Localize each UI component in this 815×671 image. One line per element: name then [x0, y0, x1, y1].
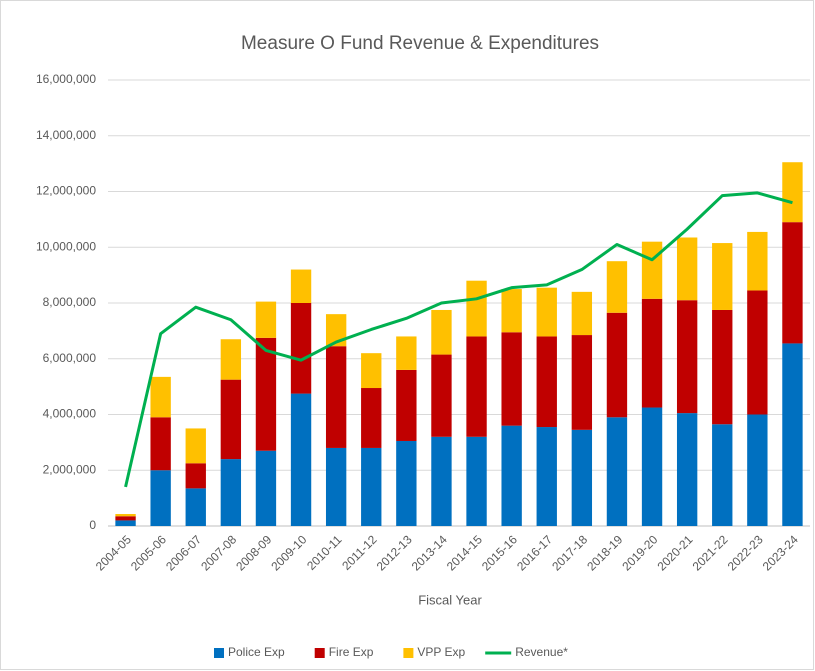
bar-segment [361, 447, 382, 526]
y-tick-label: 8,000,000 [43, 295, 97, 309]
bar-segment [641, 407, 663, 526]
chart-title: Measure O Fund Revenue & Expenditures [241, 33, 599, 54]
bar-segment [747, 414, 768, 526]
y-tick-label: 4,000,000 [43, 407, 97, 421]
bar-segment [571, 335, 593, 430]
legend-swatch [403, 648, 414, 658]
bar-segment [255, 337, 277, 451]
bar-segment [361, 388, 382, 448]
bar-segment [466, 436, 487, 526]
bar-segment [396, 440, 417, 526]
bar-segment [220, 339, 242, 380]
bar-segment [361, 353, 382, 389]
bar-segment [431, 436, 452, 526]
y-tick-label: 10,000,000 [36, 239, 96, 253]
bar-segment [396, 369, 417, 441]
bar-segment [150, 376, 171, 418]
bar-segment [290, 269, 312, 303]
y-tick-label: 14,000,000 [36, 128, 96, 142]
bar-segment [676, 237, 698, 301]
bar-segment [501, 425, 522, 526]
bar-segment [325, 447, 347, 526]
bar-segment [536, 287, 557, 337]
legend-label: VPP Exp [417, 645, 465, 659]
bar-segment [185, 428, 206, 464]
y-tick-label: 2,000,000 [43, 462, 97, 476]
bar-segment [115, 514, 136, 517]
legend-label: Fire Exp [329, 645, 374, 659]
bar-segment [536, 336, 557, 428]
bar-segment [606, 417, 628, 526]
y-tick-label: 6,000,000 [43, 351, 97, 365]
bar-segment [782, 222, 803, 344]
bar-segment [220, 459, 242, 526]
bar-segment [676, 413, 698, 526]
bar-segment [466, 336, 487, 437]
bar-segment [220, 379, 242, 460]
y-tick-label: 12,000,000 [36, 184, 96, 198]
bar-segment [185, 463, 206, 489]
bar-segment [325, 314, 347, 347]
bar-segment [641, 241, 663, 299]
bar-segment [641, 298, 663, 408]
y-tick-label: 16,000,000 [36, 72, 96, 86]
legend-label: Revenue* [515, 645, 568, 659]
bar-segment [290, 393, 312, 526]
bar-segment [431, 309, 452, 355]
bar-segment [290, 303, 312, 394]
bar-segment [747, 290, 768, 415]
bar-segment [571, 429, 593, 526]
bar-segment [115, 516, 136, 521]
legend-swatch [314, 648, 325, 658]
bar-segment [712, 243, 733, 310]
x-axis-title: Fiscal Year [418, 592, 482, 607]
bar-segment [782, 162, 803, 223]
bar-segment [466, 280, 487, 337]
bar-segment [782, 343, 803, 526]
bar-segment [536, 427, 557, 526]
bar-segment [606, 312, 628, 418]
bar-segment [150, 470, 171, 526]
y-tick-label: 0 [89, 518, 96, 532]
bar-segment [185, 488, 206, 526]
bar-segment [747, 231, 768, 291]
bar-segment [396, 336, 417, 370]
legend-label: Police Exp [228, 645, 285, 659]
bar-segment [571, 291, 593, 336]
bar-segment [150, 417, 171, 471]
bar-segment [606, 261, 628, 313]
bar-segment [255, 450, 277, 526]
revenue-line [124, 191, 793, 488]
bar-segment [712, 424, 733, 526]
bar-segment [325, 346, 347, 448]
bar-segment [676, 300, 698, 414]
legend-swatch [214, 648, 224, 658]
bar-segment [115, 520, 136, 526]
bar-segment [431, 354, 452, 437]
bar-segment [712, 309, 733, 425]
bar-segment [501, 289, 522, 333]
bar-segment [255, 301, 277, 338]
bar-segment [501, 332, 522, 426]
